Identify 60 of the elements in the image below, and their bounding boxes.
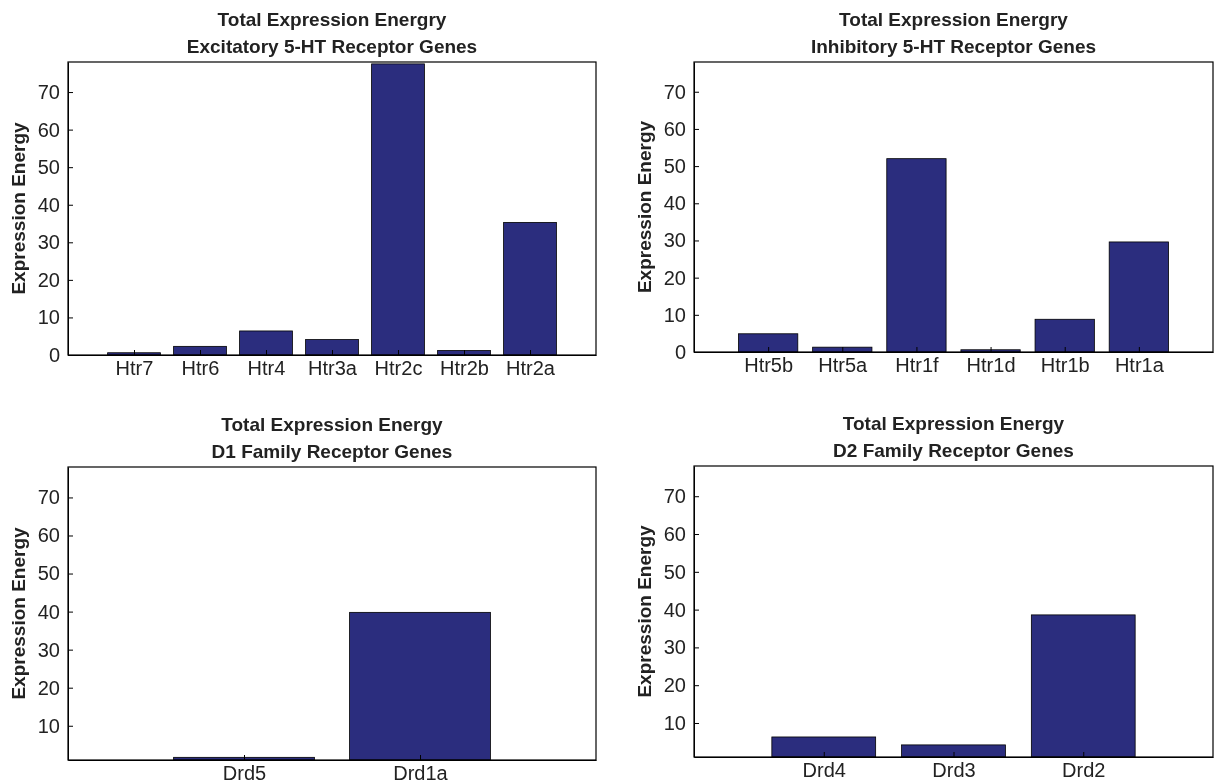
y-tick-label: 60 bbox=[663, 522, 686, 545]
chart-subtitle: Excitatory 5-HT Receptor Genes bbox=[186, 36, 478, 57]
y-tick-label: 30 bbox=[663, 229, 686, 252]
x-tick-label: Drd2 bbox=[1062, 759, 1106, 782]
y-tick-label: 70 bbox=[37, 486, 60, 509]
y-tick-label: 60 bbox=[663, 117, 686, 140]
y-tick-label: 50 bbox=[37, 562, 60, 585]
chart-title: Total Expression Energy bbox=[221, 414, 444, 435]
x-tick-label: Htr7 bbox=[115, 357, 154, 380]
y-tick-label: 40 bbox=[37, 600, 60, 623]
y-tick-label: 50 bbox=[663, 155, 686, 177]
y-tick-label: 10 bbox=[37, 714, 60, 737]
y-tick-label: 10 bbox=[663, 303, 686, 326]
x-tick-label: Drd5 bbox=[222, 762, 267, 782]
y-axis-title: Expression Energy bbox=[634, 525, 655, 698]
y-tick-label: 10 bbox=[663, 711, 686, 734]
chart-subtitle: D1 Family Receptor Genes bbox=[211, 441, 453, 462]
x-tick-label: Htr1d bbox=[966, 354, 1016, 377]
y-axis-title: Expression Energy bbox=[8, 122, 29, 295]
y-tick-label: 70 bbox=[37, 80, 60, 103]
x-tick-label: Htr2b bbox=[440, 357, 489, 380]
x-tick-label: Drd3 bbox=[932, 759, 976, 782]
chart-title: Total Expression Energy bbox=[842, 413, 1065, 434]
x-tick-label: Htr2c bbox=[374, 357, 423, 380]
x-tick-label: Htr6 bbox=[181, 357, 220, 380]
x-tick-label: Htr5a bbox=[818, 354, 869, 377]
x-tick-label: Htr5b bbox=[744, 354, 794, 377]
y-tick-label: 0 bbox=[674, 340, 686, 363]
y-tick-label: 50 bbox=[37, 156, 60, 179]
x-tick-label: Drd1a bbox=[393, 762, 449, 782]
chart-title: Total Expression Energry bbox=[839, 9, 1069, 30]
y-tick-label: 30 bbox=[663, 636, 686, 659]
y-tick-label: 30 bbox=[37, 231, 60, 254]
y-tick-label: 40 bbox=[663, 598, 686, 621]
y-tick-label: 20 bbox=[37, 676, 60, 699]
chart-title: Total Expression Energry bbox=[217, 9, 447, 30]
chart-subtitle: D2 Family Receptor Genes bbox=[833, 440, 1074, 461]
y-tick-label: 20 bbox=[37, 268, 60, 291]
x-tick-label: Htr3a bbox=[308, 357, 358, 380]
y-tick-label: 40 bbox=[663, 192, 686, 215]
y-tick-label: 0 bbox=[48, 343, 60, 366]
x-tick-label: Htr2a bbox=[506, 357, 556, 380]
y-tick-label: 20 bbox=[663, 266, 686, 289]
x-tick-label: Drd4 bbox=[802, 759, 846, 782]
x-tick-label: Htr1b bbox=[1040, 354, 1090, 377]
y-tick-label: 40 bbox=[37, 193, 60, 216]
y-tick-label: 10 bbox=[37, 306, 60, 329]
y-tick-label: 60 bbox=[37, 524, 60, 547]
x-tick-label: Htr4 bbox=[247, 357, 286, 380]
y-tick-label: 20 bbox=[663, 674, 686, 697]
y-axis-title: Expression Energy bbox=[8, 527, 29, 700]
y-tick-label: 70 bbox=[663, 80, 686, 103]
x-tick-label: Htr1f bbox=[895, 354, 940, 377]
y-tick-label: 30 bbox=[37, 638, 60, 661]
y-tick-label: 60 bbox=[37, 118, 60, 141]
y-axis-title: Expression Energy bbox=[634, 120, 655, 294]
y-tick-label: 50 bbox=[663, 560, 686, 583]
x-tick-label: Htr1a bbox=[1114, 354, 1165, 377]
y-tick-label: 70 bbox=[663, 485, 686, 508]
chart-subtitle: Inhibitory 5-HT Receptor Genes bbox=[810, 36, 1097, 57]
